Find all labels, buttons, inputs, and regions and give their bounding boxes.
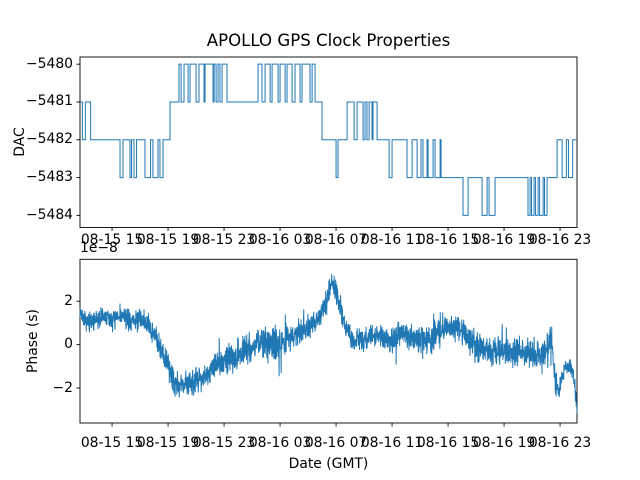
x-tick-label: 08-16 23: [528, 232, 592, 248]
x-tick-label: 08-15 19: [136, 434, 200, 451]
x-tick-label: 08-16 11: [360, 232, 424, 248]
x-tick-label: 08-15 23: [192, 434, 256, 451]
y-tick-label: 0: [64, 336, 73, 353]
x-tick-label: 08-16 15: [416, 232, 480, 248]
y-tick-label: −5480: [26, 55, 73, 72]
axes-frames: [79, 56, 578, 424]
x-tick-label: 08-16 15: [416, 434, 480, 451]
x-tick-label: 08-15 23: [192, 232, 256, 248]
y-tick-label: −5483: [26, 169, 73, 186]
y-tick-label: −5484: [26, 206, 73, 223]
x-tick-label: 08-16 19: [472, 232, 536, 248]
chart-title: APOLLO GPS Clock Properties: [206, 31, 451, 50]
x-tick-label: 08-15 15: [80, 232, 144, 248]
x-tick-label: 08-16 19: [472, 434, 536, 451]
x-tick-label: 08-15 19: [136, 232, 200, 248]
x-tick-label: 08-16 03: [248, 232, 312, 248]
y-tick-label: 2: [64, 292, 73, 309]
x-tick-label: 08-16 07: [304, 434, 368, 451]
y-tick-label: −5482: [26, 131, 73, 148]
phase-offset-label: 1e−8: [80, 240, 118, 256]
date-axis-label: Date (GMT): [288, 456, 369, 472]
phase-noise-line: [79, 273, 578, 413]
axes-tick-marks: [76, 63, 561, 427]
x-tick-label: 08-16 11: [360, 434, 424, 451]
x-tick-label: 08-15 15: [80, 434, 144, 451]
dac-step-line: [80, 63, 577, 216]
y-tick-label: −2: [52, 379, 73, 396]
x-tick-label: 08-16 23: [528, 434, 592, 451]
x-tick-label: 08-16 07: [304, 232, 368, 248]
x-tick-label: 08-16 03: [248, 434, 312, 451]
y-tick-label: −5481: [26, 93, 73, 110]
